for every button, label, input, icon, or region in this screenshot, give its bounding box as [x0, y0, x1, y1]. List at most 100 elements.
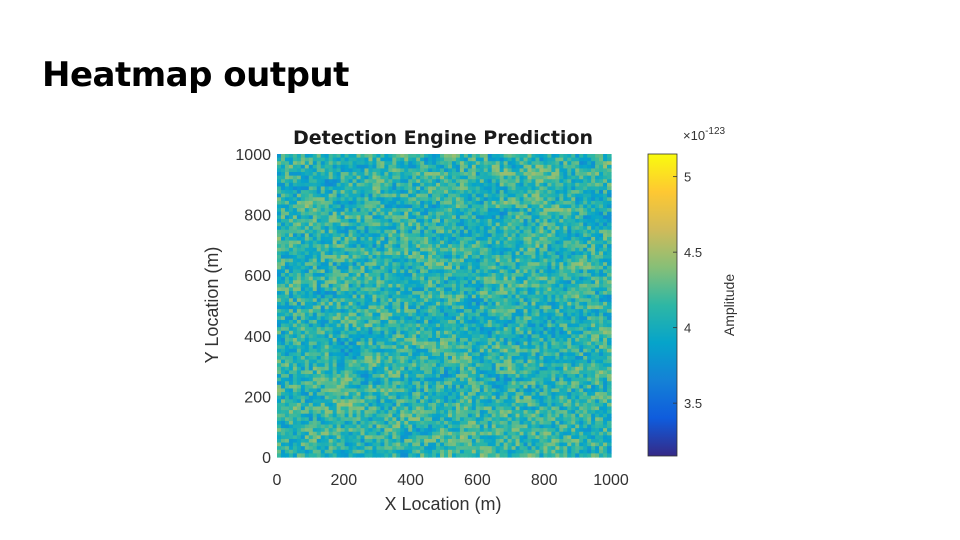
heatmap-cell: [587, 226, 592, 231]
heatmap-cell: [308, 236, 314, 242]
heatmap-cell: [332, 168, 338, 173]
heatmap-cell: [304, 157, 310, 162]
heatmap-cell: [555, 327, 560, 332]
heatmap-cell: [571, 363, 576, 368]
heatmap-cell: [384, 218, 389, 224]
heatmap-cell: [416, 298, 421, 303]
heatmap-cell: [531, 240, 537, 245]
heatmap-cell: [587, 283, 592, 289]
heatmap-cell: [479, 273, 485, 278]
heatmap-cell: [372, 298, 378, 303]
heatmap-cell: [360, 218, 366, 224]
heatmap-cell: [559, 182, 564, 188]
heatmap-cell: [280, 204, 286, 209]
heatmap-cell: [467, 226, 473, 231]
heatmap-cell: [515, 312, 521, 317]
heatmap-cell: [491, 316, 497, 321]
heatmap-cell: [515, 258, 521, 263]
heatmap-cell: [503, 193, 509, 198]
heatmap-cell: [511, 168, 517, 173]
heatmap-cell: [396, 251, 401, 256]
heatmap-cell: [416, 359, 421, 364]
heatmap-cell: [424, 168, 429, 173]
heatmap-cell: [440, 276, 445, 281]
heatmap-cell: [459, 236, 465, 242]
heatmap-cell: [424, 197, 429, 202]
heatmap-cell: [483, 157, 489, 162]
heatmap-cell: [416, 316, 421, 321]
heatmap-cell: [451, 348, 457, 353]
heatmap-cell: [288, 247, 294, 252]
heatmap-cell: [503, 330, 509, 335]
heatmap-cell: [463, 226, 469, 231]
heatmap-cell: [364, 236, 370, 242]
heatmap-cell: [511, 323, 517, 328]
heatmap-cell: [587, 273, 592, 278]
heatmap-cell: [591, 179, 596, 184]
heatmap-cell: [591, 359, 596, 364]
heatmap-cell: [455, 334, 461, 339]
heatmap-cell: [447, 291, 453, 296]
heatmap-cell: [344, 319, 350, 325]
heatmap-cell: [603, 258, 608, 263]
heatmap-cell: [599, 262, 604, 267]
heatmap-cell: [519, 161, 525, 166]
heatmap-cell: [316, 215, 322, 220]
heatmap-cell: [579, 276, 584, 281]
heatmap-cell: [332, 319, 338, 325]
heatmap-cell: [416, 309, 421, 314]
heatmap-cell: [292, 345, 298, 350]
heatmap-cell: [607, 276, 612, 281]
heatmap-cell: [511, 319, 517, 325]
heatmap-cell: [535, 298, 541, 303]
heatmap-cell: [324, 337, 330, 343]
heatmap-cell: [328, 226, 334, 231]
heatmap-cell: [412, 154, 417, 159]
heatmap-cell: [539, 164, 545, 170]
heatmap-cell: [280, 341, 286, 346]
heatmap-cell: [471, 233, 477, 238]
heatmap-cell: [292, 226, 298, 231]
heatmap-cell: [483, 327, 489, 332]
heatmap-cell: [591, 200, 596, 206]
heatmap-cell: [324, 236, 330, 242]
heatmap-cell: [380, 247, 385, 252]
heatmap-cell: [467, 301, 473, 307]
heatmap-cell: [463, 255, 469, 260]
heatmap-cell: [539, 215, 545, 220]
heatmap-cell: [436, 161, 441, 166]
heatmap-cell: [511, 204, 517, 209]
heatmap-cell: [475, 179, 481, 184]
heatmap-cell: [575, 287, 580, 292]
heatmap-cell: [412, 348, 417, 353]
heatmap-cell: [308, 247, 314, 252]
heatmap-cell: [336, 233, 342, 238]
heatmap-cell: [483, 352, 489, 357]
heatmap-cell: [451, 280, 457, 285]
heatmap-cell: [376, 323, 381, 328]
heatmap-cell: [463, 265, 469, 271]
heatmap-cell: [376, 240, 381, 245]
heatmap-cell: [444, 309, 449, 314]
heatmap-cell: [527, 193, 533, 198]
heatmap-cell: [579, 226, 584, 231]
heatmap-cell: [535, 193, 541, 198]
heatmap-cell: [567, 175, 572, 180]
heatmap-cell: [340, 269, 346, 274]
heatmap-cell: [396, 312, 401, 317]
heatmap-cell: [444, 190, 449, 195]
heatmap-cell: [277, 356, 282, 361]
heatmap-cell: [547, 244, 552, 249]
heatmap-cell: [300, 356, 306, 361]
heatmap-cell: [332, 327, 338, 332]
heatmap-cell: [296, 247, 302, 252]
heatmap-cell: [336, 298, 342, 303]
heatmap-cell: [523, 265, 529, 271]
heatmap-cell: [579, 312, 584, 317]
heatmap-cell: [475, 316, 481, 321]
heatmap-cell: [491, 161, 497, 166]
heatmap-cell: [320, 157, 326, 162]
heatmap-cell: [551, 251, 556, 256]
heatmap-cell: [575, 164, 580, 170]
heatmap-cell: [495, 309, 501, 314]
